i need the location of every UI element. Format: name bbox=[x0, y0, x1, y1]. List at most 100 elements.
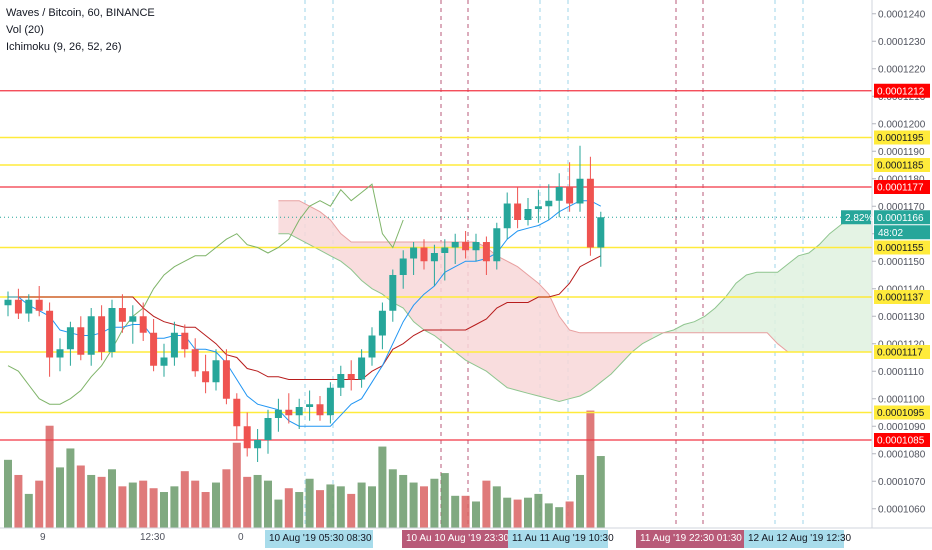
volume-bar bbox=[576, 474, 584, 528]
volume-bar bbox=[565, 501, 574, 528]
time-badge-label: 10 Au 10 Aug '19 23:30 bbox=[406, 533, 510, 544]
price-tick-label: 0.0001140 bbox=[878, 284, 925, 295]
price-level-badge bbox=[874, 240, 930, 255]
volume-bar bbox=[87, 474, 96, 528]
candle-body bbox=[524, 209, 532, 220]
volume-bar bbox=[180, 471, 189, 528]
candle-body bbox=[77, 327, 85, 355]
volume-bar bbox=[212, 482, 220, 528]
countdown-label: 48:02 bbox=[878, 228, 903, 239]
candle-body bbox=[389, 275, 397, 311]
volume-bar bbox=[430, 478, 439, 528]
change-badge bbox=[841, 210, 871, 225]
price-tick-label: 0.0001120 bbox=[878, 339, 925, 350]
price-tick-label: 0.0001110 bbox=[878, 367, 924, 378]
volume-bar bbox=[305, 478, 314, 528]
candle-body bbox=[430, 253, 438, 262]
candle-body bbox=[274, 409, 282, 418]
volume-bar bbox=[534, 493, 543, 528]
candle-body bbox=[264, 418, 272, 440]
change-badge-label: 2.82% bbox=[845, 213, 873, 224]
candle-body bbox=[191, 349, 199, 372]
price-level-badge-label: 0.0001212 bbox=[877, 86, 925, 97]
volume-bar bbox=[409, 482, 418, 528]
candle-body bbox=[566, 187, 574, 204]
volume-bar bbox=[440, 473, 449, 528]
candle-body bbox=[472, 242, 480, 251]
candle-body bbox=[410, 247, 418, 259]
time-badge bbox=[636, 530, 744, 548]
volume-bar bbox=[222, 469, 231, 528]
candle-body bbox=[4, 299, 12, 306]
candle-body bbox=[316, 404, 324, 416]
volume-bar bbox=[66, 448, 75, 528]
volume-bar bbox=[284, 488, 293, 528]
price-tick-label: 0.0001090 bbox=[878, 422, 926, 433]
candle-body bbox=[46, 310, 54, 358]
candle-body bbox=[462, 242, 470, 251]
legend-ichimoku[interactable]: Ichimoku (9, 26, 52, 26) bbox=[6, 41, 122, 53]
candle-body bbox=[139, 316, 147, 333]
volume-bar bbox=[420, 486, 428, 528]
time-badge bbox=[508, 530, 608, 548]
candle-body bbox=[222, 360, 230, 399]
candle-body bbox=[170, 332, 178, 358]
volume-bar bbox=[108, 469, 116, 528]
volume-bar bbox=[586, 410, 595, 528]
candle-body bbox=[108, 308, 116, 352]
price-tick-label: 0.0001130 bbox=[878, 312, 925, 323]
candle-body bbox=[545, 200, 553, 207]
volume-bar bbox=[347, 493, 356, 528]
volume-bar bbox=[243, 476, 252, 528]
price-tick-label: 0.0001070 bbox=[878, 477, 926, 488]
volume-bar bbox=[336, 486, 345, 528]
time-badge-label: 11 Aug '19 22:30 01:30 bbox=[640, 533, 742, 544]
candle-body bbox=[482, 242, 490, 262]
candle-body bbox=[378, 310, 386, 336]
price-tick-label: 0.0001190 bbox=[878, 147, 925, 158]
volume-bar bbox=[399, 474, 408, 528]
volume-bar bbox=[201, 492, 210, 528]
volume-bar bbox=[378, 446, 387, 528]
candle-body bbox=[150, 332, 158, 366]
price-level-badge-label: 0.0001155 bbox=[877, 243, 924, 254]
time-label: 12:30 bbox=[140, 532, 165, 543]
volume-bar bbox=[524, 497, 532, 528]
price-level-badge-label: 0.0001195 bbox=[877, 133, 924, 144]
candle-body bbox=[66, 327, 74, 350]
time-badge-label: 12 Au 12 Aug '19 12:30 bbox=[748, 533, 852, 544]
volume-bar bbox=[513, 499, 522, 528]
candle-body bbox=[254, 440, 262, 449]
volume-bar bbox=[357, 482, 366, 528]
price-level-badge-label: 0.0001095 bbox=[877, 408, 925, 419]
kijun-sen bbox=[8, 255, 602, 380]
time-label: 9 bbox=[40, 532, 46, 543]
volume-bar bbox=[149, 488, 158, 528]
volume-bar bbox=[128, 482, 137, 528]
price-tick-label: 0.0001100 bbox=[878, 394, 925, 405]
countdown-badge bbox=[874, 225, 930, 240]
price-level-badge bbox=[874, 83, 930, 98]
price-level-badge bbox=[874, 210, 930, 225]
candle-body bbox=[212, 360, 220, 383]
senkou-span-b bbox=[278, 200, 872, 353]
volume-bar bbox=[274, 499, 283, 528]
legend-volume[interactable]: Vol (20) bbox=[6, 24, 44, 36]
price-level-badge bbox=[874, 290, 930, 304]
volume-bar bbox=[97, 476, 106, 528]
time-badge-label: 11 Au 11 Aug '19 10:30 bbox=[512, 533, 614, 544]
time-badge bbox=[744, 530, 844, 548]
price-tick-label: 0.0001200 bbox=[878, 119, 926, 130]
time-badge bbox=[265, 530, 373, 548]
legend-symbol[interactable]: Waves / Bitcoin, 60, BINANCE bbox=[6, 7, 155, 19]
volume-bar bbox=[555, 507, 564, 528]
time-badge-label: 10 Aug '19 05:30 08:30 bbox=[269, 533, 372, 544]
volume-bar bbox=[76, 465, 85, 528]
volume-bar bbox=[596, 456, 605, 528]
candle-body bbox=[420, 247, 428, 262]
candle-body bbox=[14, 299, 22, 314]
candle-body bbox=[181, 332, 189, 350]
price-level-badge bbox=[874, 405, 930, 420]
